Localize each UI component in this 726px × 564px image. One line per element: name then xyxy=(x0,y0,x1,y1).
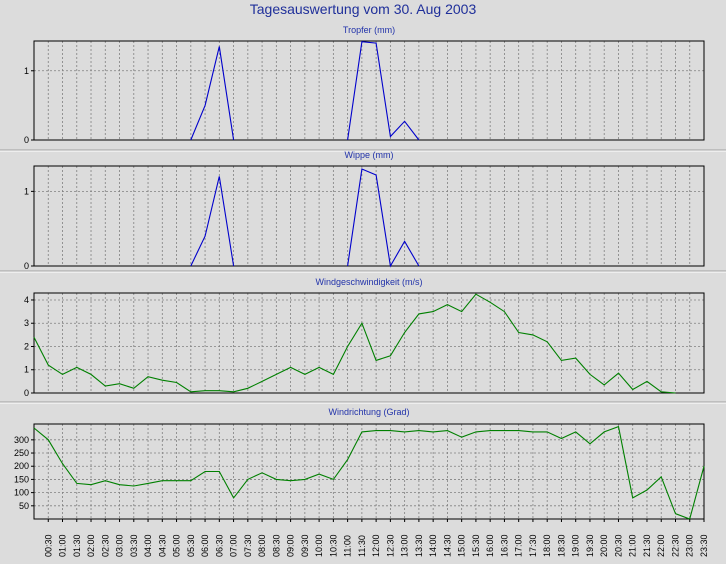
x-tick-label: 12:30 xyxy=(385,534,395,557)
x-tick-label: 04:30 xyxy=(157,534,167,557)
x-tick-label: 05:30 xyxy=(186,534,196,557)
x-tick-label: 07:30 xyxy=(243,534,253,557)
series-line-3 xyxy=(33,425,705,520)
y-tick-label: 200 xyxy=(14,461,29,471)
x-tick-label: 13:00 xyxy=(400,534,410,557)
x-tick-label: 01:00 xyxy=(58,534,68,557)
x-tick-label: 11:00 xyxy=(343,535,353,557)
x-tick-label: 22:30 xyxy=(670,534,680,557)
x-tick-label: 21:30 xyxy=(642,534,652,557)
x-tick-label: 13:30 xyxy=(414,534,424,557)
x-tick-label: 08:30 xyxy=(271,534,281,557)
y-tick-label: 1 xyxy=(24,66,29,76)
plot-frame-3 xyxy=(33,423,705,520)
x-tick-label: 18:30 xyxy=(556,534,566,557)
x-tick-label: 16:00 xyxy=(485,534,495,557)
x-tick-label: 21:00 xyxy=(628,534,638,557)
plot-frame-1 xyxy=(33,165,705,267)
y-tick-label: 0 xyxy=(24,388,29,398)
x-tick-label: 02:00 xyxy=(86,534,96,557)
x-tick-label: 09:00 xyxy=(286,534,296,557)
x-tick-label: 17:30 xyxy=(528,534,538,557)
series-line-2 xyxy=(33,293,676,394)
y-tick-label: 250 xyxy=(14,448,29,458)
y-tick-label: 2 xyxy=(24,341,29,351)
series-line-0 xyxy=(190,46,235,141)
x-tick-label: 00:30 xyxy=(43,534,53,557)
y-tick-label: 150 xyxy=(14,474,29,484)
x-tick-label: 11:30 xyxy=(357,535,367,557)
x-tick-label: 15:00 xyxy=(457,534,467,557)
x-tick-label: 19:30 xyxy=(585,534,595,557)
y-tick-label: 3 xyxy=(24,318,29,328)
x-tick-label: 09:30 xyxy=(300,534,310,557)
y-tick-label: 0 xyxy=(24,261,29,271)
page-title: Tagesauswertung vom 30. Aug 2003 xyxy=(249,1,477,17)
series-line-0 xyxy=(347,41,420,141)
x-tick-label: 10:00 xyxy=(314,534,324,557)
x-tick-label: 17:00 xyxy=(514,534,524,557)
x-tick-label: 07:00 xyxy=(229,534,239,557)
x-tick-label: 03:30 xyxy=(129,534,139,557)
x-tick-label: 08:00 xyxy=(257,534,267,557)
x-tick-label: 15:30 xyxy=(471,534,481,557)
series-line-1 xyxy=(190,176,235,267)
panel-title-2: Windgeschwindigkeit (m/s) xyxy=(315,277,422,287)
panel-title-0: Tropfer (mm) xyxy=(343,25,395,35)
x-tick-label: 20:30 xyxy=(613,534,623,557)
x-tick-label: 23:30 xyxy=(699,534,709,557)
x-tick-label: 23:00 xyxy=(685,534,695,557)
plot-frame-2 xyxy=(33,292,705,394)
series-line-1 xyxy=(347,168,420,268)
x-tick-label: 14:00 xyxy=(428,534,438,557)
y-tick-label: 1 xyxy=(24,365,29,375)
x-tick-label: 05:00 xyxy=(172,534,182,557)
x-tick-label: 06:00 xyxy=(200,534,210,557)
plot-frame-0 xyxy=(33,40,705,141)
x-tick-label: 19:00 xyxy=(571,534,581,557)
y-tick-label: 4 xyxy=(24,295,29,305)
x-tick-label: 14:30 xyxy=(442,534,452,557)
x-tick-label: 04:00 xyxy=(143,534,153,557)
y-tick-label: 100 xyxy=(14,488,29,498)
x-tick-label: 10:30 xyxy=(328,534,338,557)
y-tick-label: 1 xyxy=(24,186,29,196)
x-tick-label: 03:00 xyxy=(115,534,125,557)
x-tick-label: 02:30 xyxy=(100,534,110,557)
y-tick-label: 0 xyxy=(24,135,29,145)
x-tick-label: 01:30 xyxy=(72,534,82,557)
y-tick-label: 50 xyxy=(19,501,29,511)
x-tick-label: 12:00 xyxy=(371,534,381,557)
panel-title-1: Wippe (mm) xyxy=(345,150,394,160)
x-tick-label: 18:00 xyxy=(542,534,552,557)
y-tick-label: 300 xyxy=(14,435,29,445)
x-tick-label: 20:00 xyxy=(599,534,609,557)
panel-title-3: Windrichtung (Grad) xyxy=(328,407,409,417)
x-tick-label: 16:30 xyxy=(499,534,509,557)
x-tick-label: 06:30 xyxy=(214,534,224,557)
x-tick-label: 22:00 xyxy=(656,534,666,557)
